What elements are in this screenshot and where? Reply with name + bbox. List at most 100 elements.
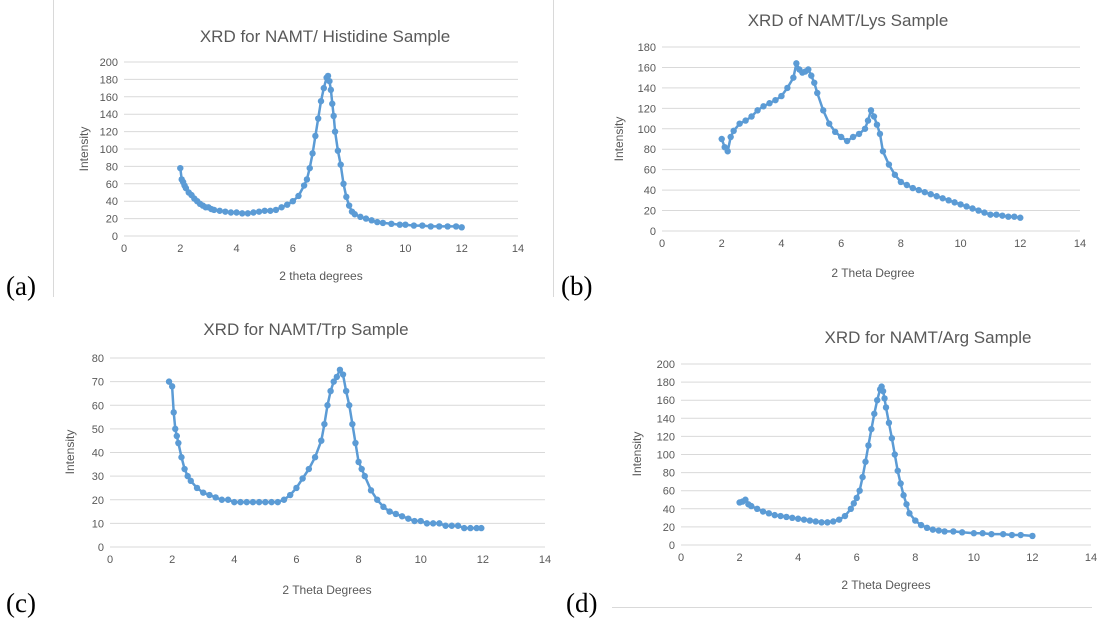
- data-point: [478, 524, 485, 532]
- data-point: [1017, 531, 1024, 539]
- y-tick-label: 160: [657, 395, 675, 407]
- data-point: [921, 188, 928, 196]
- data-point: [806, 517, 814, 524]
- data-point: [187, 477, 194, 485]
- y-tick-label: 180: [657, 377, 675, 389]
- data-point: [429, 520, 437, 527]
- data-point: [379, 219, 387, 227]
- data-point: [885, 161, 893, 168]
- data-point: [184, 472, 191, 480]
- panel-label-c: (c): [6, 588, 36, 618]
- data-point: [309, 150, 316, 157]
- chart-c: 0 10 20 30 40 50 60 70 80 0 2 4 6 8 10 12 14 XRD for NAMT…: [63, 320, 551, 597]
- data-point: [218, 496, 226, 503]
- panel-label-d: (d): [566, 588, 598, 618]
- data-point: [326, 77, 333, 85]
- data-point: [783, 513, 790, 521]
- data-point: [957, 201, 964, 208]
- y-tick-label: 20: [644, 206, 656, 218]
- y-tick-label: 40: [106, 196, 118, 208]
- data-point: [849, 133, 857, 141]
- y-axis-label: Intensity: [77, 127, 91, 172]
- data-point: [754, 107, 761, 114]
- data-point: [1017, 214, 1024, 221]
- data-point: [979, 530, 986, 537]
- data-point: [255, 498, 263, 506]
- data-point: [473, 524, 480, 532]
- data-point: [805, 66, 812, 73]
- data-point: [320, 84, 328, 92]
- data-point: [262, 498, 269, 506]
- data-point: [861, 125, 869, 132]
- data-point: [410, 222, 418, 229]
- data-point: [436, 223, 443, 230]
- chart-panel-c: 0 10 20 30 40 50 60 70 80 0 2 4 6 8 10 12 14 XRD for NAMT…: [0, 305, 553, 621]
- x-tick-label: 8: [356, 554, 362, 566]
- data-point: [888, 435, 896, 442]
- data-point: [278, 204, 285, 211]
- chart-panel-a: 0 20 40 60 80 100 120 140 160 180 200 0 2 4 6 8 10 12 14 XR…: [0, 0, 553, 305]
- data-point: [380, 503, 387, 511]
- data-point: [295, 192, 302, 200]
- y-tick-label: 100: [100, 144, 118, 156]
- data-point: [224, 496, 232, 503]
- data-point: [287, 491, 294, 499]
- y-tick-label: 200: [100, 57, 118, 69]
- data-point: [784, 84, 791, 92]
- data-point: [355, 458, 362, 466]
- data-point: [172, 425, 179, 433]
- data-point: [927, 191, 934, 198]
- data-point: [396, 221, 403, 228]
- data-point: [929, 526, 937, 533]
- chart-d: 0 20 40 60 80 100 120 140 160 180 200 0 2 4 6 8 10 12 14 XR…: [630, 328, 1097, 592]
- data-point: [318, 437, 325, 444]
- data-point: [452, 223, 460, 230]
- y-tick-label: 60: [644, 165, 656, 177]
- data-point: [915, 186, 922, 194]
- data-point: [912, 517, 919, 524]
- y-tick-label: 80: [663, 468, 675, 480]
- x-tick-label: 2: [177, 243, 183, 255]
- data-point: [850, 500, 857, 507]
- data-point: [824, 519, 831, 526]
- data-point: [402, 221, 409, 228]
- data-point: [958, 529, 966, 536]
- data-point: [917, 521, 925, 529]
- data-point: [299, 475, 306, 482]
- data-point: [790, 74, 797, 81]
- data-point: [367, 487, 375, 494]
- x-tick-label: 4: [778, 238, 784, 250]
- data-point: [210, 206, 218, 214]
- data-point: [289, 198, 297, 205]
- data-point: [331, 128, 339, 135]
- data-point: [352, 439, 359, 447]
- y-tick-label: 40: [663, 504, 675, 516]
- data-point: [941, 528, 948, 535]
- data-point: [903, 181, 911, 189]
- data-point: [903, 501, 910, 508]
- panel-label-b: (b): [561, 271, 593, 301]
- y-tick-label: 140: [657, 413, 675, 425]
- data-point: [835, 516, 843, 523]
- x-tick-label: 12: [456, 243, 468, 255]
- data-point: [864, 117, 872, 124]
- y-tick-label: 10: [92, 518, 104, 530]
- data-point: [427, 223, 434, 230]
- data-point: [789, 514, 796, 522]
- data-point: [923, 524, 931, 532]
- data-point: [274, 498, 281, 506]
- data-point: [771, 511, 778, 519]
- panel-divider-vertical: [553, 0, 554, 297]
- data-point: [398, 513, 406, 520]
- data-point: [361, 472, 368, 480]
- data-point: [999, 530, 1007, 538]
- y-tick-label: 160: [638, 62, 656, 74]
- x-tick-label: 0: [107, 554, 113, 566]
- x-tick-label: 2: [737, 552, 743, 564]
- x-tick-label: 14: [539, 554, 551, 566]
- data-point: [411, 517, 418, 525]
- chart-panel-b: 0 20 40 60 80 100 120 140 160 180 0 2 4 6 8 10 12 14 XRD o…: [553, 0, 1104, 305]
- data-point: [272, 206, 280, 214]
- data-point: [222, 208, 229, 215]
- data-point: [333, 373, 341, 381]
